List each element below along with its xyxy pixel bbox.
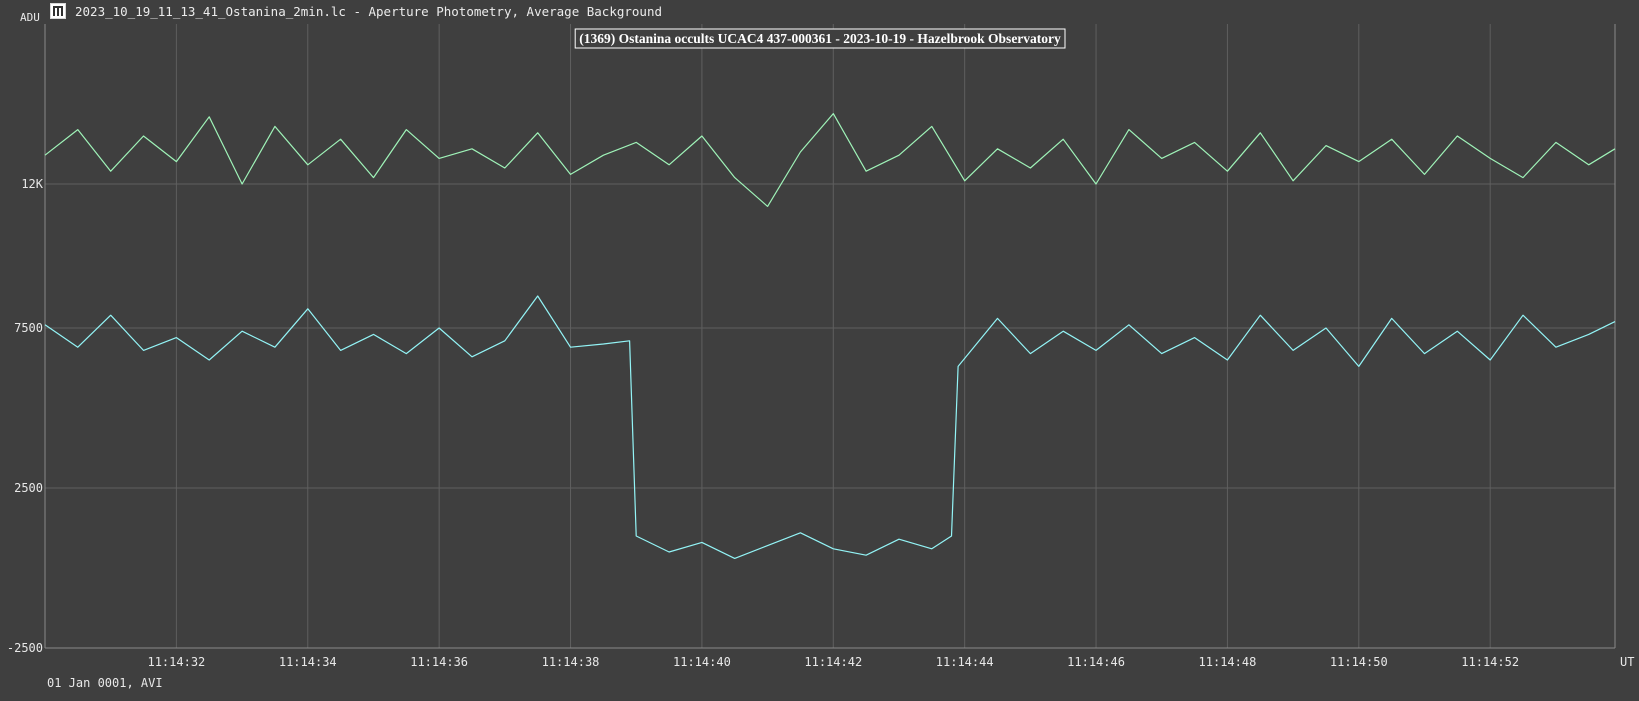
chart-series	[44, 112, 1616, 560]
target-star-series	[44, 295, 1616, 560]
chart-title-box	[574, 28, 1066, 49]
chart-title: (1369) Ostanina occults UCAC4 437-000361…	[579, 31, 1061, 46]
chart-grid	[45, 24, 1615, 649]
y-tick-label: 7500	[14, 321, 43, 335]
x-tick-label: 11:14:46	[1067, 655, 1125, 669]
x-tick-label: 11:14:40	[673, 655, 731, 669]
y-tick-label: -2500	[7, 641, 43, 655]
x-tick-label: 11:14:52	[1461, 655, 1519, 669]
window-titlebar: 2023_10_19_11_13_41_Ostanina_2min.lc - A…	[0, 0, 1639, 24]
x-tick-label: 11:14:50	[1330, 655, 1388, 669]
x-tick-label: 11:14:42	[804, 655, 862, 669]
y-tick-label: 12K	[21, 177, 43, 191]
x-tick-label: 11:14:38	[542, 655, 600, 669]
chart-axes	[44, 24, 1616, 649]
window-title: 2023_10_19_11_13_41_Ostanina_2min.lc - A…	[75, 4, 662, 19]
y-tick-label: 2500	[14, 481, 43, 495]
x-tick-label: 11:14:36	[410, 655, 468, 669]
lightcurve-app-icon[interactable]	[50, 3, 66, 19]
x-tick-label: 11:14:48	[1199, 655, 1257, 669]
chart-tick-labels: 11:14:32 11:14:34 11:14:36 11:14:38 11:14:40…	[7, 177, 1635, 669]
y-axis-label: ADU	[20, 11, 40, 24]
comparison-star-series	[44, 112, 1616, 207]
x-tick-label: 11:14:34	[279, 655, 337, 669]
x-tick-label: 11:14:32	[147, 655, 205, 669]
x-axis-label: UT	[1620, 655, 1634, 669]
chart-title-group: (1369) Ostanina occults UCAC4 437-000361…	[574, 28, 1066, 49]
date-source-note: 01 Jan 0001, AVI	[47, 676, 163, 690]
x-tick-label: 11:14:44	[936, 655, 994, 669]
